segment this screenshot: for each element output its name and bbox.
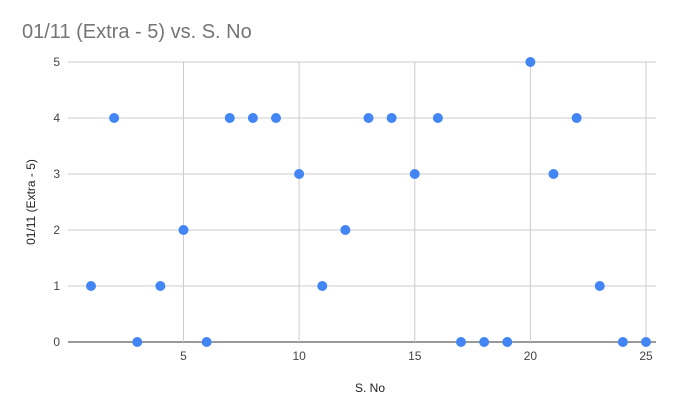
scatter-point[interactable] [409,169,420,179]
scatter-point[interactable] [617,337,628,347]
scatter-point[interactable] [271,113,281,123]
scatter-point[interactable] [432,113,443,123]
scatter-point[interactable] [386,113,397,123]
scatter-point[interactable] [317,281,328,291]
scatter-point[interactable] [548,169,559,179]
grid-layer [68,61,656,343]
scatter-point[interactable] [132,337,143,347]
x-tick-label: 15 [408,349,422,363]
scatter-point[interactable] [155,281,166,291]
scatter-point[interactable] [86,281,96,291]
scatter-point[interactable] [363,113,374,123]
scatter-point[interactable] [340,225,351,235]
scatter-point[interactable] [456,337,466,347]
chart-title: 01/11 (Extra - 5) vs. S. No [22,21,252,43]
scatter-point[interactable] [502,337,513,347]
y-tick-label: 5 [53,55,60,69]
y-tick-label: 1 [53,279,60,293]
y-tick-label: 2 [53,223,60,237]
scatter-point[interactable] [594,281,605,291]
y-tick-label: 4 [53,111,60,125]
points-layer [86,57,651,347]
scatter-point[interactable] [247,113,258,123]
scatter-point[interactable] [525,57,536,67]
scatter-point[interactable] [201,337,212,347]
scatter-point[interactable] [178,225,189,235]
scatter-point[interactable] [571,113,582,123]
y-tick-label: 3 [53,167,60,181]
x-tick-label: 20 [524,349,538,363]
scatter-point[interactable] [479,337,490,347]
scatter-point[interactable] [224,113,235,123]
scatter-point[interactable] [109,113,120,123]
y-tick-label: 0 [53,335,60,349]
scatter-point[interactable] [641,337,651,347]
x-tick-label: 10 [292,349,306,363]
scatter-point[interactable] [294,169,305,179]
x-tick-label: 5 [180,349,187,363]
y-axis-title: 01/11 (Extra - 5) [24,159,38,245]
x-axis-title: S. No [355,381,385,395]
x-tick-label: 25 [639,349,653,363]
tick-labels-layer: 0 1 2 3 4 5 5 10 15 20 25 [53,55,653,363]
